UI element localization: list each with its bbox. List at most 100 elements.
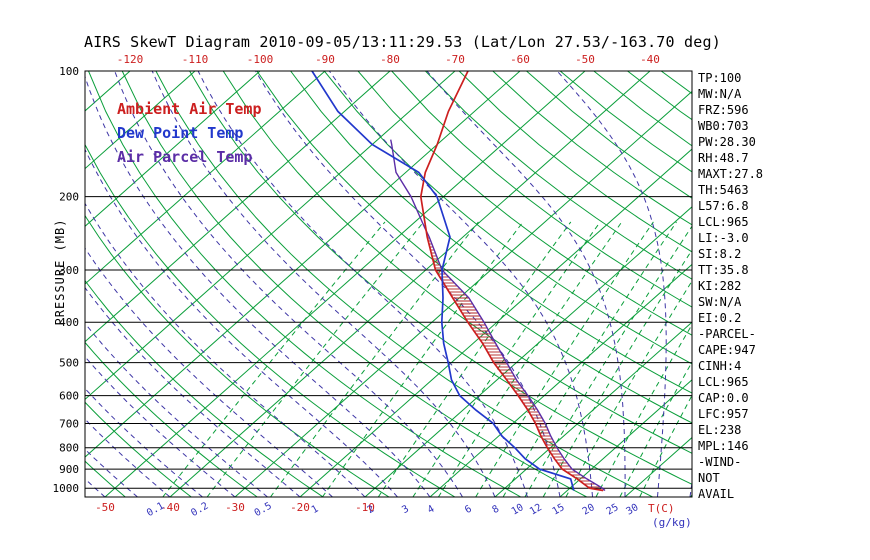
stats-line: LI:-3.0	[698, 231, 749, 245]
stats-line: SI:8.2	[698, 247, 742, 261]
bottom-temp-tick: -30	[225, 501, 245, 514]
pressure-axis-label: PRESSURE (MB)	[53, 219, 67, 326]
cape-hatch	[426, 234, 605, 491]
dry-adiabat-line	[458, 71, 692, 253]
stats-line: EL:238	[698, 423, 742, 437]
pressure-tick: 700	[59, 418, 79, 431]
chart-title: AIRS SkewT Diagram 2010-09-05/13:11:29.5…	[84, 33, 721, 51]
pressure-tick: 500	[59, 357, 79, 370]
mixing-ratio-line	[619, 361, 692, 497]
moist-adiabat-line	[85, 75, 431, 497]
mixing-ratio-tick: 12	[528, 502, 544, 518]
mixing-ratio-tick: 10	[510, 502, 526, 518]
moist-adiabat-line	[114, 71, 463, 497]
mixing-ratio-tick: 4	[426, 504, 437, 517]
mixing-ratio-tick: 3	[400, 504, 411, 517]
parcel-temp-curve	[390, 139, 606, 492]
stats-line: RH:48.7	[698, 151, 749, 165]
dry-adiabat-line	[155, 71, 653, 497]
temp-unit-label: T(C)	[648, 502, 675, 515]
moist-adiabat-line	[85, 286, 301, 497]
stats-line: -WIND-	[698, 455, 742, 469]
mixing-ratio-line	[162, 221, 386, 497]
stats-line: PW:28.30	[698, 135, 756, 149]
mixing-ratio-lines	[162, 221, 692, 497]
dry-adiabat-line	[323, 71, 692, 365]
dry-adiabat-line	[85, 279, 324, 497]
isotherm-line	[85, 71, 261, 227]
moist-adiabat-line	[151, 71, 496, 497]
pressure-tick: 200	[59, 191, 79, 204]
stats-line: L57:6.8	[698, 199, 749, 213]
plot-border	[84, 70, 693, 498]
stats-line: TT:35.8	[698, 263, 749, 277]
top-temp-tick: -120	[117, 53, 144, 66]
moist-adiabat-lines	[85, 71, 692, 497]
mixing-ratio-line	[542, 249, 692, 497]
stats-line: NOT	[698, 471, 720, 485]
bottom-temp-tick: -10	[355, 501, 375, 514]
mixing-ratio-line	[502, 221, 677, 497]
moist-adiabat-line	[85, 355, 236, 497]
isotherm-line	[429, 263, 692, 497]
isotherm-line	[234, 90, 692, 497]
isotherm-line	[85, 71, 326, 285]
mixing-ratio-line	[524, 225, 692, 497]
axis-labels: -120 -110 -100 -90 -80 -70 -60 -50 -40 -50 -40 -30 -…	[53, 53, 692, 529]
stats-line: LCL:965	[698, 375, 749, 389]
stats-line: CAP:0.0	[698, 391, 749, 405]
dewpoint-curve	[311, 71, 575, 491]
moist-adiabat-line	[426, 71, 626, 497]
mixing-ratio-tick: 0.5	[253, 501, 274, 520]
dry-adiabat-line	[290, 71, 692, 394]
mixing-ratio-line	[206, 221, 424, 497]
mixing-ratio-line	[639, 394, 692, 497]
dry-adiabat-line	[85, 460, 126, 497]
legend-dew-point-temp: Dew Point Temp	[117, 124, 244, 142]
stats-line: KI:282	[698, 279, 742, 293]
pressure-tick: 300	[59, 264, 79, 277]
isotherm-line	[85, 71, 521, 458]
ambient-temp-curve	[419, 71, 604, 492]
top-temp-tick: -40	[640, 53, 660, 66]
dry-adiabat-line	[85, 341, 258, 497]
moist-adiabat-line	[556, 71, 667, 497]
mixing-ratio-tick: 30	[624, 502, 640, 518]
mixing-ratio-tick: 20	[581, 502, 597, 518]
pressure-tick: 1000	[53, 482, 80, 495]
dry-adiabat-line	[391, 71, 692, 308]
isotherm-line	[104, 71, 586, 497]
mixing-ratio-line	[377, 221, 572, 497]
top-temp-tick: -60	[510, 53, 530, 66]
stats-line: CINH:4	[698, 359, 742, 373]
moist-adiabat-line	[85, 247, 333, 497]
top-temp-tick: -50	[575, 53, 595, 66]
stats-line: MPL:146	[698, 439, 749, 453]
isotherm-line	[85, 71, 456, 401]
mixing-ratio-line	[475, 221, 654, 497]
mixing-ratio-tick: 6	[463, 504, 474, 517]
dry-adiabat-line	[85, 401, 192, 497]
stats-line: EI:0.2	[698, 311, 742, 325]
mixing-ratio-tick: 1	[310, 504, 321, 517]
mixing-unit-label: (g/kg)	[652, 516, 692, 529]
top-temp-tick: -80	[380, 53, 400, 66]
isotherm-line	[494, 321, 692, 497]
moist-adiabat-line	[85, 418, 171, 497]
mixing-ratio-tick: 2	[366, 504, 377, 517]
bottom-temp-tick: -20	[290, 501, 310, 514]
pressure-tick: 900	[59, 463, 79, 476]
mixing-ratio-tick: 0.2	[189, 501, 210, 520]
stats-line: MAXT:27.8	[698, 167, 764, 181]
moist-adiabat-line	[85, 148, 398, 497]
moist-adiabat-line	[85, 202, 366, 497]
dry-adiabat-line	[425, 71, 692, 280]
mixing-ratio-line	[595, 323, 692, 497]
stats-line: LCL:965	[698, 215, 749, 229]
stats-line: CAPE:947	[698, 343, 756, 357]
legend-air-parcel-temp: Air Parcel Temp	[117, 148, 253, 166]
moist-adiabat-line	[197, 71, 528, 497]
stats-line: AVAIL	[698, 487, 735, 501]
